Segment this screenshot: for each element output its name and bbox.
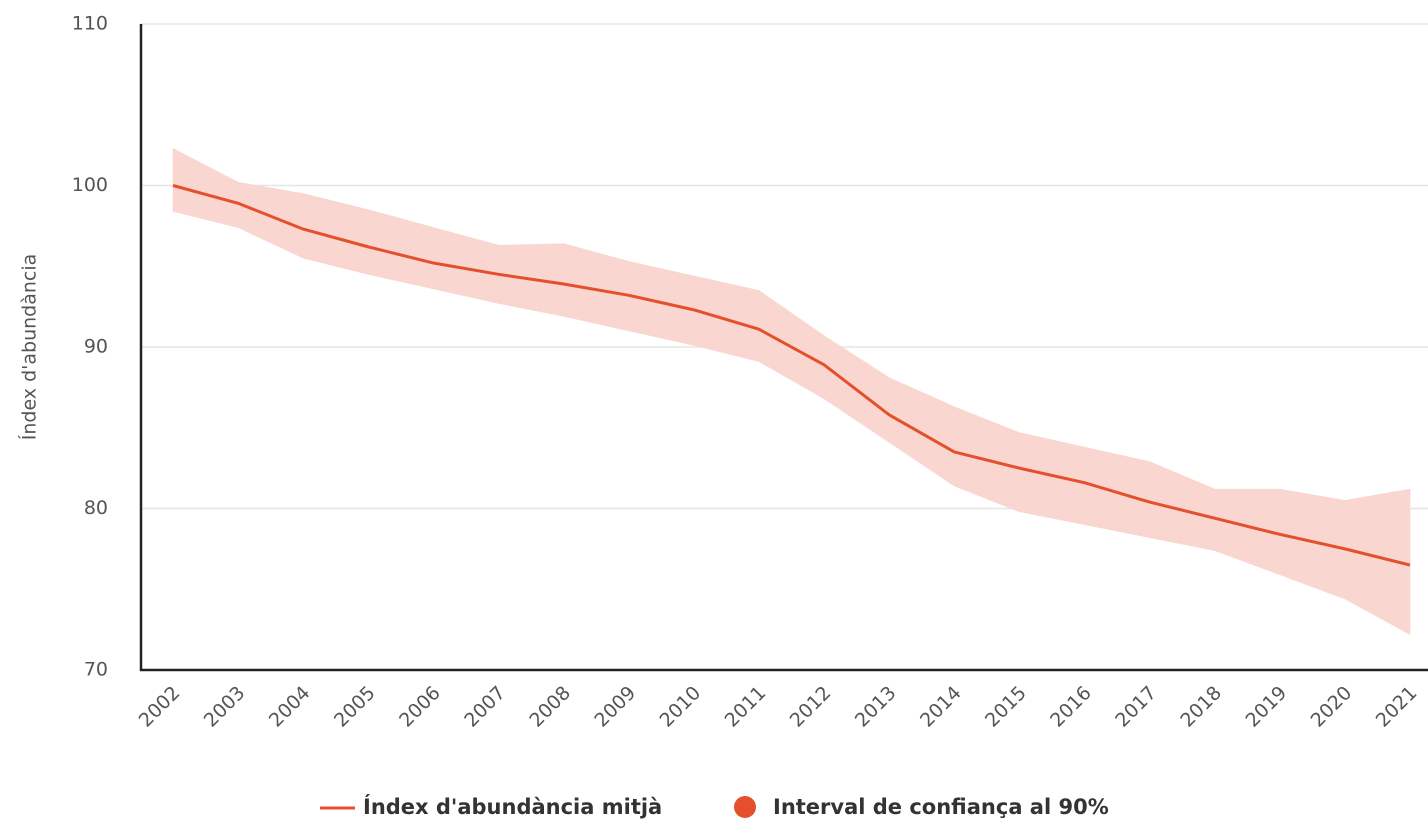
legend-text: Interval de confiança al 90% <box>773 795 1109 819</box>
x-tick-label: 2014 <box>916 682 966 732</box>
x-tick-label: 2003 <box>200 682 250 732</box>
x-tick-label: 2008 <box>525 682 575 732</box>
confidence-band <box>563 243 630 332</box>
y-tick-label: 100 <box>72 174 108 196</box>
x-tick-label: 2019 <box>1241 682 1291 732</box>
series-line <box>172 184 1411 567</box>
x-tick-label: 2012 <box>786 682 836 732</box>
legend-text: Índex d'abundància mitjà <box>363 794 662 819</box>
confidence-band <box>302 193 369 275</box>
x-tick-label: 2018 <box>1176 682 1226 732</box>
x-tick-label: 2005 <box>330 682 380 732</box>
confidence-band <box>1149 461 1215 551</box>
x-tick-label: 2015 <box>981 682 1031 732</box>
x-tick-label: 2011 <box>721 682 771 732</box>
confidence-band <box>1344 488 1411 635</box>
confidence-band <box>237 181 304 259</box>
x-tick-label: 2017 <box>1111 682 1161 732</box>
x-tick-label: 2006 <box>395 682 445 732</box>
y-tick-label: 80 <box>84 497 108 519</box>
x-tick-label: 2010 <box>656 682 706 732</box>
x-tick-label: 2002 <box>135 682 185 732</box>
x-tick-label: 2021 <box>1372 682 1422 732</box>
y-axis-title: Índex d'abundància <box>18 254 41 441</box>
x-tick-label: 2009 <box>590 682 640 732</box>
x-tick-label: 2020 <box>1307 682 1357 732</box>
x-tick-label: 2007 <box>460 682 510 732</box>
legend-marker <box>734 796 756 818</box>
confidence-band <box>1019 432 1085 526</box>
x-tick-label: 2016 <box>1046 682 1096 732</box>
x-tick-label: 2013 <box>851 682 901 732</box>
confidence-band <box>758 289 825 400</box>
y-tick-label: 90 <box>84 336 108 358</box>
y-tick-label: 70 <box>84 659 108 681</box>
y-tick-label: 110 <box>72 13 108 35</box>
confidence-band <box>1279 488 1346 600</box>
x-tick-label: 2004 <box>265 682 315 732</box>
